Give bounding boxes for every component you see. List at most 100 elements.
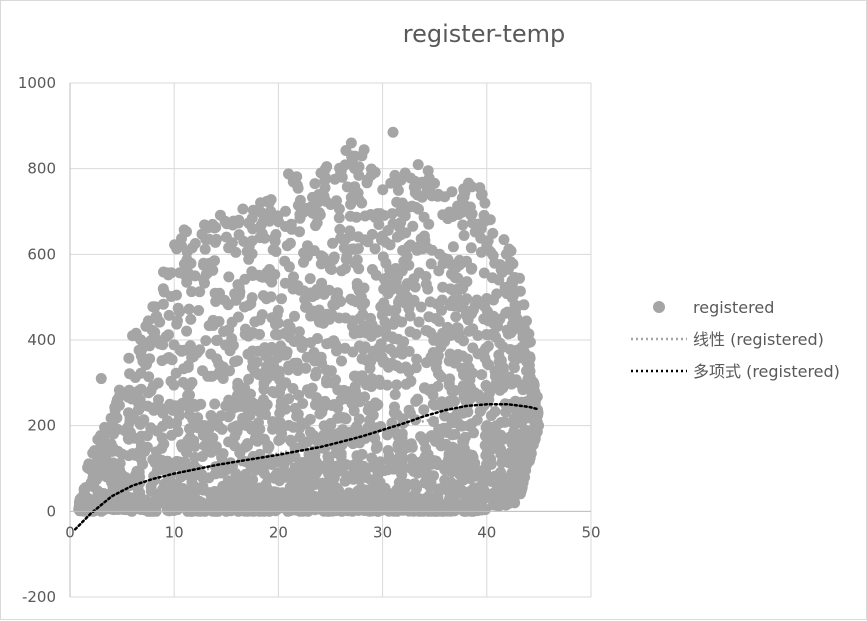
- scatter-point: [280, 403, 292, 415]
- scatter-point: [247, 223, 259, 235]
- scatter-point: [184, 503, 196, 515]
- scatter-point: [190, 417, 202, 429]
- scatter-point: [500, 248, 512, 260]
- scatter-point: [341, 250, 353, 262]
- scatter-point: [284, 332, 296, 343]
- scatter-point: [151, 446, 162, 458]
- scatter-point: [320, 195, 332, 207]
- scatter-point: [419, 477, 431, 489]
- scatter-point: [427, 398, 439, 410]
- scatter-point: [412, 394, 424, 406]
- scatter-point: [214, 467, 226, 479]
- scatter-point: [349, 257, 361, 269]
- scatter-point: [255, 197, 267, 209]
- scatter-point: [442, 254, 454, 265]
- scatter-point: [154, 491, 166, 503]
- scatter-point: [480, 343, 492, 354]
- scatter-point: [162, 267, 173, 279]
- scatter-point: [413, 316, 425, 328]
- scatter-point: [394, 206, 406, 218]
- scatter-point: [381, 330, 393, 342]
- scatter-point: [279, 489, 291, 501]
- scatter-point: [88, 481, 100, 493]
- y-tick-label: 200: [27, 417, 56, 435]
- scatter-point: [171, 243, 183, 255]
- scatter-point: [162, 415, 173, 427]
- scatter-point: [163, 309, 175, 321]
- scatter-point: [289, 451, 301, 463]
- scatter-point: [473, 389, 485, 401]
- scatter-point: [304, 273, 316, 285]
- scatter-point: [323, 284, 335, 296]
- scatter-point: [346, 471, 358, 483]
- scatter-point: [471, 414, 483, 426]
- scatter-point: [245, 298, 257, 310]
- scatter-point: [377, 184, 389, 196]
- scatter-point: [333, 212, 345, 224]
- scatter-point: [160, 331, 172, 343]
- scatter-point: [282, 318, 294, 330]
- scatter-point: [311, 333, 323, 344]
- scatter-point: [260, 350, 272, 362]
- scatter-point: [428, 491, 440, 503]
- scatter-point: [166, 429, 178, 441]
- scatter-point: [317, 504, 329, 516]
- scatter-point: [362, 404, 374, 416]
- y-tick-label: 0: [46, 502, 56, 520]
- scatter-point: [477, 502, 489, 514]
- scatter-point: [458, 474, 469, 486]
- scatter-point: [314, 408, 326, 420]
- scatter-point: [506, 416, 518, 428]
- scatter-point: [483, 329, 495, 341]
- scatter-point: [172, 315, 183, 327]
- scatter-point: [401, 251, 413, 262]
- scatter-point: [140, 320, 152, 332]
- scatter-point: [423, 384, 435, 396]
- scatter-point: [522, 454, 534, 466]
- scatter-point: [350, 296, 362, 308]
- scatter-point: [308, 430, 320, 441]
- scatter-point: [358, 460, 369, 472]
- scatter-point: [323, 454, 335, 466]
- scatter-point: [520, 381, 532, 393]
- scatter-point: [204, 370, 216, 382]
- scatter-point: [390, 276, 402, 288]
- scatter-point: [469, 470, 481, 482]
- scatter-point: [458, 191, 470, 203]
- scatter-point: [310, 370, 321, 382]
- scatter-point: [347, 460, 358, 471]
- scatter-point: [499, 263, 511, 275]
- y-tick-label: 1000: [18, 74, 56, 92]
- scatter-point: [422, 242, 433, 254]
- scatter-point: [458, 459, 470, 471]
- scatter-point: [309, 399, 321, 411]
- scatter-point: [105, 438, 117, 450]
- scatter-point: [312, 458, 324, 470]
- scatter-point: [186, 286, 198, 298]
- scatter-point: [302, 384, 313, 396]
- scatter-point: [92, 456, 104, 468]
- scatter-point: [209, 255, 220, 267]
- scatter-point: [438, 459, 450, 471]
- scatter-point: [260, 409, 271, 420]
- scatter-point: [474, 405, 486, 417]
- scatter-point: [209, 486, 221, 497]
- scatter-point: [466, 181, 478, 193]
- scatter-point: [256, 228, 268, 240]
- chart-title: register-temp: [403, 20, 565, 48]
- scatter-point: [449, 395, 460, 407]
- scatter-point: [197, 472, 209, 484]
- scatter-point: [522, 436, 534, 447]
- scatter-point: [465, 209, 477, 221]
- y-tick-label: 400: [27, 331, 56, 349]
- scatter-point: [376, 353, 388, 365]
- scatter-point: [398, 486, 410, 498]
- scatter-point: [163, 352, 175, 363]
- scatter-point: [181, 325, 193, 337]
- scatter-point: [240, 502, 252, 514]
- scatter-point: [384, 504, 396, 516]
- scatter-point: [350, 211, 362, 223]
- scatter-point: [452, 501, 464, 513]
- scatter-point: [464, 201, 476, 213]
